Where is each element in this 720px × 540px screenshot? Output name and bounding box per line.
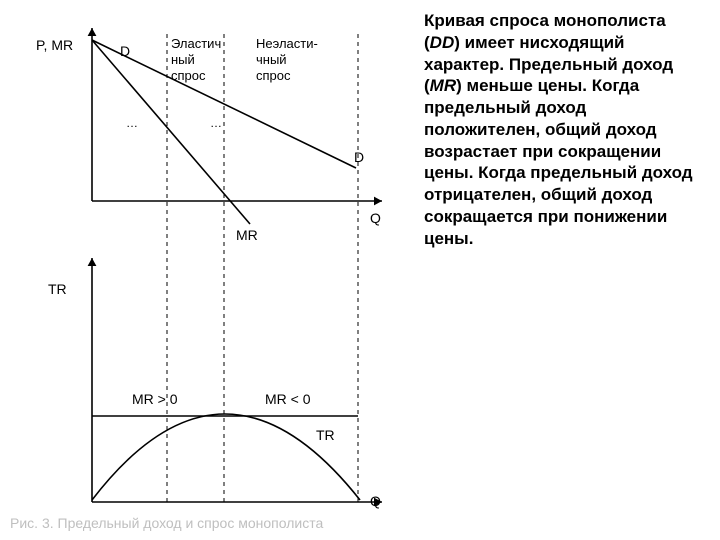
svg-text:…: … bbox=[126, 116, 138, 130]
svg-text:TR: TR bbox=[48, 281, 67, 297]
svg-text:D: D bbox=[354, 149, 364, 165]
figure-panel: P, MRQDЭластичныйспросНеэласти-чныйспрос… bbox=[10, 6, 410, 534]
figure-caption: Рис. 3. Предельный доход и спрос монопол… bbox=[10, 515, 323, 533]
svg-text:Q: Q bbox=[370, 493, 381, 509]
svg-text:спрос: спрос bbox=[256, 68, 291, 83]
svg-text:P, MR: P, MR bbox=[36, 37, 73, 53]
svg-text:Эластич: Эластич bbox=[171, 36, 221, 51]
svg-text:TR: TR bbox=[316, 427, 335, 443]
description-text: Кривая спроса монополиста (DD) имеет нис… bbox=[424, 10, 704, 249]
svg-text:Q: Q bbox=[370, 210, 381, 226]
economics-diagram: P, MRQDЭластичныйспросНеэласти-чныйспрос… bbox=[10, 6, 410, 516]
svg-text:MR < 0: MR < 0 bbox=[265, 391, 311, 407]
svg-text:чный: чный bbox=[256, 52, 287, 67]
svg-text:ный: ный bbox=[171, 52, 195, 67]
description-panel: Кривая спроса монополиста (DD) имеет нис… bbox=[410, 6, 710, 534]
svg-text:…: … bbox=[210, 116, 222, 130]
svg-text:MR: MR bbox=[236, 227, 258, 243]
svg-text:MR > 0: MR > 0 bbox=[132, 391, 178, 407]
svg-text:Неэласти-: Неэласти- bbox=[256, 36, 318, 51]
